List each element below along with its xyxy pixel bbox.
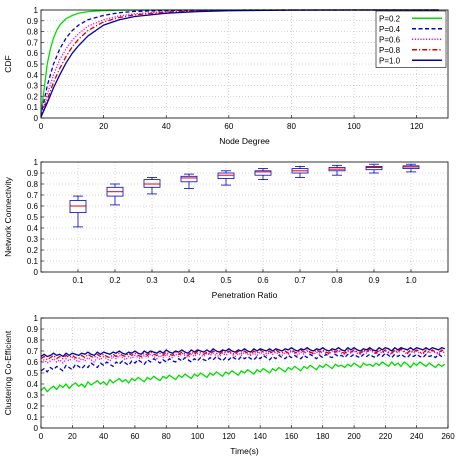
series-line-4: [40, 347, 446, 358]
x-tick-label: 100: [191, 432, 205, 441]
y-tick-label: 0.6: [27, 202, 39, 211]
y-tick-label: 0.3: [27, 82, 39, 91]
x-tick-label: 0.8: [331, 276, 343, 285]
y-tick-label: 0.8: [27, 336, 39, 345]
box-iqr: [143, 179, 161, 188]
x-tick-label: 0: [39, 432, 44, 441]
box-iqr: [180, 175, 198, 183]
legend-entry-label: P=0.2: [379, 14, 401, 23]
x-tick-label: 0.7: [294, 276, 306, 285]
y-tick-label: 0.1: [27, 103, 39, 112]
x-axis-label: Time(s): [230, 446, 259, 456]
x-tick-label: 20: [68, 432, 77, 441]
x-tick-label: 1.0: [405, 276, 417, 285]
network-connectivity-boxplot: 0 0.1 0.2 0.3 0.4 0.5 0.6 0.7 0.8 0.9 1 Network Con…: [3, 158, 449, 300]
y-tick-label: 1: [34, 6, 39, 15]
y-tick-label: 0: [34, 268, 39, 277]
clustering-coefficient-chart: 0 0.1 0.2 0.3 0.4 0.5 0.6 0.7 0.8 0.9 1 Clustering …: [3, 314, 455, 456]
y-axis-label: CDF: [3, 55, 13, 72]
x-tick-label: 0.5: [220, 276, 232, 285]
legend-box: [375, 10, 447, 68]
y-tick-label: 0.2: [27, 246, 39, 255]
x-tick-label: 260: [441, 432, 455, 441]
series-line-1: [40, 352, 446, 373]
x-tick-label: 0.1: [72, 276, 84, 285]
plot-frame: [40, 317, 449, 429]
x-tick-label: 80: [287, 122, 296, 131]
series-line-3: [40, 348, 446, 361]
y-tick-label: 0.7: [27, 38, 39, 47]
y-tick-label: 0.4: [27, 380, 39, 389]
x-tick-label: 120: [410, 122, 424, 131]
y-tick-label: 0.6: [27, 49, 39, 58]
x-tick-label: 180: [316, 432, 330, 441]
y-tick-label: 0.8: [27, 28, 39, 37]
x-tick-label: 0.6: [257, 276, 269, 285]
y-tick-label: 0.4: [27, 71, 39, 80]
y-tick-label: 0.5: [27, 60, 39, 69]
y-tick-label: 0.9: [27, 169, 39, 178]
x-tick-label: 20: [99, 122, 108, 131]
y-tick-label: 0.6: [27, 358, 39, 367]
cdf-node-degree-chart: 0 0.1 0.20.3 0.4 0.5 0.6 0.70.8 0.9 1 CDF 0 20 40 60 8…: [3, 6, 449, 146]
box-iqr: [365, 165, 383, 171]
y-tick-label: 0.5: [27, 369, 39, 378]
x-tick-label: 0.4: [183, 276, 195, 285]
y-tick-label: 0.1: [27, 257, 39, 266]
x-tick-label: 220: [379, 432, 393, 441]
y-axis-label: Clustering Co-Efficient: [3, 330, 13, 415]
y-tick-label: 0: [34, 114, 39, 123]
y-tick-label: 0.2: [27, 92, 39, 101]
x-tick-label: 200: [347, 432, 361, 441]
y-tick-label: 0.8: [27, 180, 39, 189]
x-tick-label: 80: [162, 432, 171, 441]
y-tick-label: 1: [34, 314, 39, 323]
y-tick-label: 0.7: [27, 347, 39, 356]
y-tick-label: 0.9: [27, 325, 39, 334]
x-tick-label: 0.9: [368, 276, 380, 285]
legend-entry-label: P=0.6: [379, 35, 401, 44]
x-tick-label: 0.2: [109, 276, 121, 285]
x-tick-label: 40: [99, 432, 108, 441]
y-tick-label: 0.3: [27, 391, 39, 400]
x-tick-label: 140: [253, 432, 267, 441]
legend-entry-label: P=0.8: [379, 46, 401, 55]
x-tick-label: 0: [39, 122, 44, 131]
y-tick-label: 0.1: [27, 413, 39, 422]
x-tick-label: 160: [285, 432, 299, 441]
x-tick-label: 40: [162, 122, 171, 131]
y-tick-label: 0.5: [27, 213, 39, 222]
x-axis-label: Node Degree: [219, 136, 270, 146]
x-tick-label: 0.3: [146, 276, 158, 285]
series-line-0: [40, 361, 446, 393]
x-tick-label: 240: [410, 432, 424, 441]
y-tick-label: 0.4: [27, 224, 39, 233]
y-axis-label: Network Connectivity: [3, 176, 13, 257]
y-tick-label: 1: [34, 158, 39, 167]
y-tick-label: 0.3: [27, 235, 39, 244]
y-tick-label: 0.7: [27, 191, 39, 200]
y-tick-label: 0: [34, 424, 39, 433]
x-axis-label: Penetration Ratio: [212, 290, 278, 300]
y-tick-label: 0.9: [27, 17, 39, 26]
series-line-2: [40, 349, 446, 364]
x-tick-label: 120: [222, 432, 236, 441]
x-tick-label: 60: [224, 122, 233, 131]
legend-entry-label: P=0.4: [379, 25, 401, 34]
x-tick-label: 100: [347, 122, 361, 131]
box-iqr: [69, 200, 87, 213]
box-iqr: [217, 172, 235, 179]
plot-frame: [40, 161, 449, 273]
y-tick-label: 0.2: [27, 402, 39, 411]
box-iqr: [254, 170, 272, 176]
plot-frame: [40, 9, 449, 119]
legend-entry-label: P=1.0: [379, 56, 401, 65]
x-tick-label: 60: [130, 432, 139, 441]
